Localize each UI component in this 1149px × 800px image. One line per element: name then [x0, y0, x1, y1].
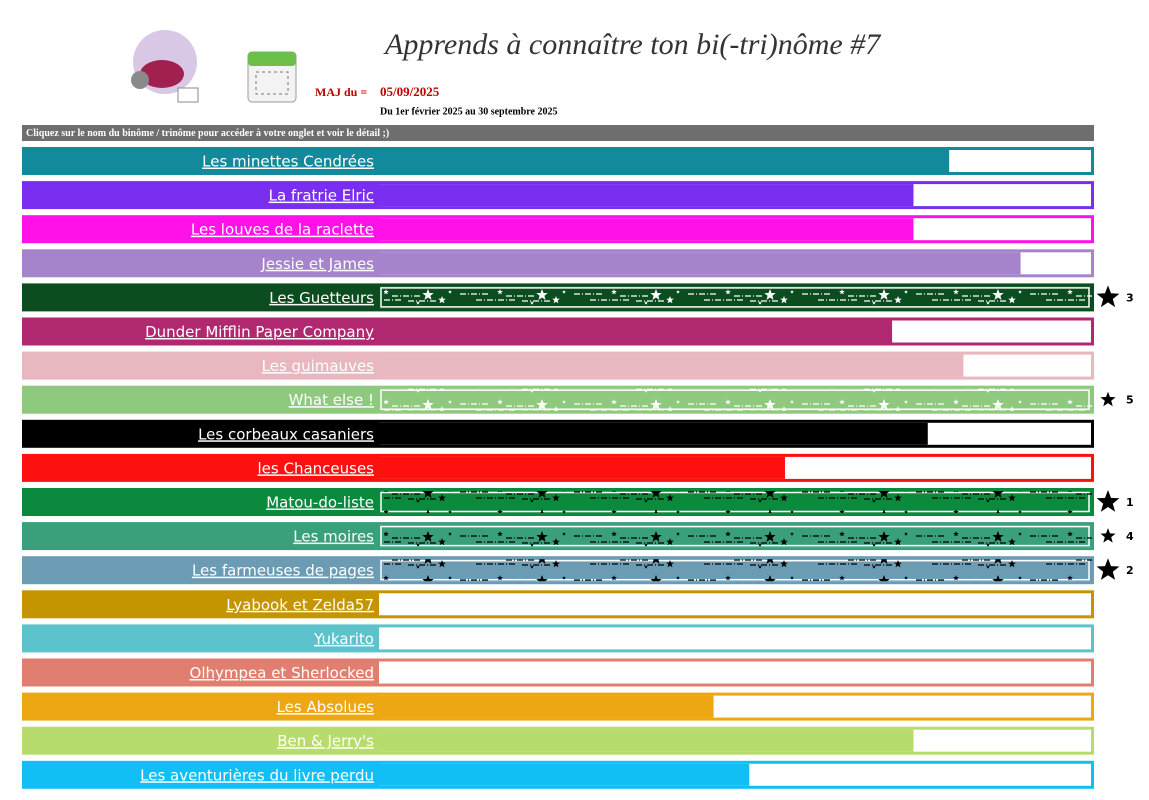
name-cell: [22, 249, 376, 278]
rank-star: [1100, 528, 1116, 543]
name-cell: [22, 317, 376, 346]
binome-link[interactable]: Dunder Mifflin Paper Company: [145, 323, 374, 341]
name-cell: [22, 590, 376, 619]
name-cell: [22, 181, 376, 210]
update-date: 05/09/2025: [380, 84, 440, 99]
name-cell: [22, 488, 376, 516]
binome-link[interactable]: Olhympea et Sherlocked: [190, 664, 374, 682]
instruction-bar: [22, 125, 1094, 141]
binome-link[interactable]: Les corbeaux casaniers: [198, 425, 374, 443]
rows: Les minettes Cendrées La fratrie Elric Les…: [22, 147, 1134, 789]
binome-link[interactable]: Les farmeuses de pages: [192, 562, 374, 580]
progress-bar: [378, 695, 714, 718]
done-pattern: [384, 388, 1092, 411]
rank-star: [1096, 490, 1120, 512]
update-label: MAJ du =: [315, 85, 367, 99]
done-pattern: [384, 286, 1092, 309]
rank: 4: [1126, 530, 1134, 543]
name-cell: [22, 726, 376, 755]
progress-bar: [378, 729, 914, 752]
binome-link[interactable]: Les guimauves: [262, 357, 375, 375]
rank: 1: [1126, 496, 1134, 509]
progress-bar: [378, 320, 893, 343]
progress-bar: [378, 422, 928, 445]
binome-link[interactable]: les Chanceuses: [258, 459, 375, 477]
binome-link[interactable]: La fratrie Elric: [269, 187, 374, 205]
rank: 3: [1126, 291, 1134, 304]
binome-link[interactable]: Jessie et James: [260, 255, 374, 273]
done-pattern: [384, 491, 1092, 513]
progress-bar: [378, 763, 750, 786]
name-cell: [22, 692, 376, 721]
name-cell: [22, 351, 376, 380]
rank-star: [1096, 285, 1120, 308]
name-cell: [22, 624, 376, 653]
title: Apprends à connaître ton bi(-tri)nôme #7: [383, 28, 882, 61]
name-cell: [22, 419, 376, 448]
progress-bar: [378, 252, 1021, 275]
name-cell: [22, 760, 376, 789]
done-pattern: [384, 525, 1092, 548]
binome-link[interactable]: Les Guetteurs: [269, 289, 374, 307]
binome-link[interactable]: Les minettes Cendrées: [202, 153, 374, 171]
period: Du 1er février 2025 au 30 septembre 2025: [380, 106, 557, 117]
binome-link[interactable]: Les moires: [293, 528, 374, 546]
name-cell: [22, 147, 376, 175]
name-cell: [22, 385, 376, 414]
name-cell: [22, 453, 376, 482]
done-pattern: [384, 559, 1092, 582]
rank: 2: [1126, 564, 1134, 577]
progress-frame: [376, 590, 1094, 619]
name-cell: [22, 658, 376, 687]
calendar-icon: [247, 51, 297, 103]
rank-star: [1100, 391, 1116, 407]
name-cell: [22, 522, 376, 551]
name-cell: [22, 556, 376, 585]
binome-link[interactable]: Les Absolues: [277, 698, 375, 716]
progress-bar: [378, 218, 914, 241]
name-cell: [22, 215, 376, 244]
progress-frame: [376, 624, 1094, 653]
progress-bar: [378, 456, 785, 479]
progress-frame: [376, 658, 1094, 687]
binome-link[interactable]: Ben & Jerry's: [277, 732, 374, 750]
binome-link[interactable]: Lyabook et Zelda57: [226, 596, 374, 614]
progress-bar: [378, 150, 950, 172]
name-cell: [22, 283, 376, 312]
logo: [131, 30, 199, 103]
instruction: Cliquez sur le nom du binôme / trinôme p…: [26, 128, 389, 139]
binome-link[interactable]: Les aventurières du livre perdu: [140, 766, 374, 784]
binome-link[interactable]: Matou-do-liste: [266, 494, 374, 512]
binome-link[interactable]: Yukarito: [313, 630, 374, 648]
progress-bar: [378, 184, 914, 207]
rank: 5: [1126, 394, 1134, 407]
binome-link[interactable]: What else !: [289, 391, 374, 409]
progress-bar: [378, 354, 964, 377]
rank-star: [1096, 558, 1120, 580]
binome-link[interactable]: Les louves de la raclette: [191, 221, 374, 239]
